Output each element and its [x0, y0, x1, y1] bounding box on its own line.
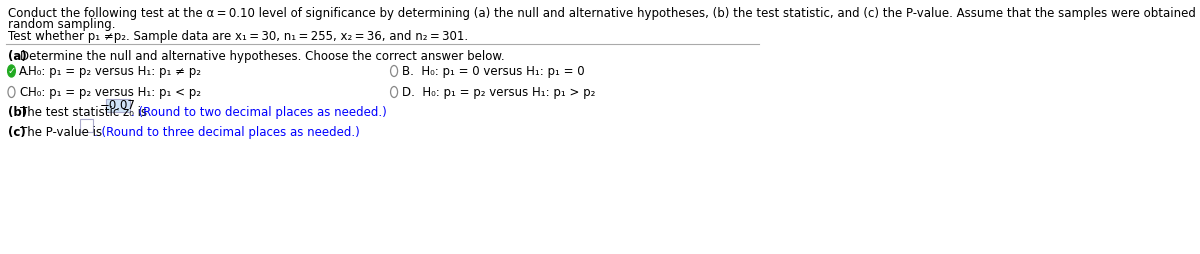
Text: A.: A. [19, 65, 31, 78]
Text: The test statistic z₀ is: The test statistic z₀ is [20, 106, 148, 119]
Circle shape [7, 65, 16, 77]
Text: H₀: p₁ = p₂ versus H₁: p₁ ≠ p₂: H₀: p₁ = p₂ versus H₁: p₁ ≠ p₂ [28, 65, 202, 78]
Text: −0.07: −0.07 [100, 99, 136, 112]
Text: Determine the null and alternative hypotheses. Choose the correct answer below.: Determine the null and alternative hypot… [20, 50, 505, 63]
Text: . (Round to two decimal places as needed.): . (Round to two decimal places as needed… [131, 106, 388, 119]
Text: (b): (b) [7, 106, 26, 119]
Text: The P-value is: The P-value is [20, 126, 102, 139]
Text: ✓: ✓ [7, 66, 16, 76]
Text: (a): (a) [7, 50, 26, 63]
Text: Conduct the following test at the α = 0.10 level of significance by determining : Conduct the following test at the α = 0.… [7, 7, 1200, 20]
FancyBboxPatch shape [106, 99, 130, 112]
FancyBboxPatch shape [80, 119, 94, 132]
Text: random sampling.: random sampling. [7, 18, 115, 31]
Text: H₀: p₁ = p₂ versus H₁: p₁ < p₂: H₀: p₁ = p₂ versus H₁: p₁ < p₂ [28, 86, 202, 99]
Text: B.  H₀: p₁ = 0 versus H₁: p₁ = 0: B. H₀: p₁ = 0 versus H₁: p₁ = 0 [402, 65, 584, 78]
Text: C.: C. [19, 86, 31, 99]
Text: D.  H₀: p₁ = p₂ versus H₁: p₁ > p₂: D. H₀: p₁ = p₂ versus H₁: p₁ > p₂ [402, 86, 595, 99]
Text: (c): (c) [7, 126, 25, 139]
Text: Test whether p₁ ≠p₂. Sample data are x₁ = 30, n₁ = 255, x₂ = 36, and n₂ = 301.: Test whether p₁ ≠p₂. Sample data are x₁ … [7, 30, 468, 43]
Text: . (Round to three decimal places as needed.): . (Round to three decimal places as need… [95, 126, 360, 139]
